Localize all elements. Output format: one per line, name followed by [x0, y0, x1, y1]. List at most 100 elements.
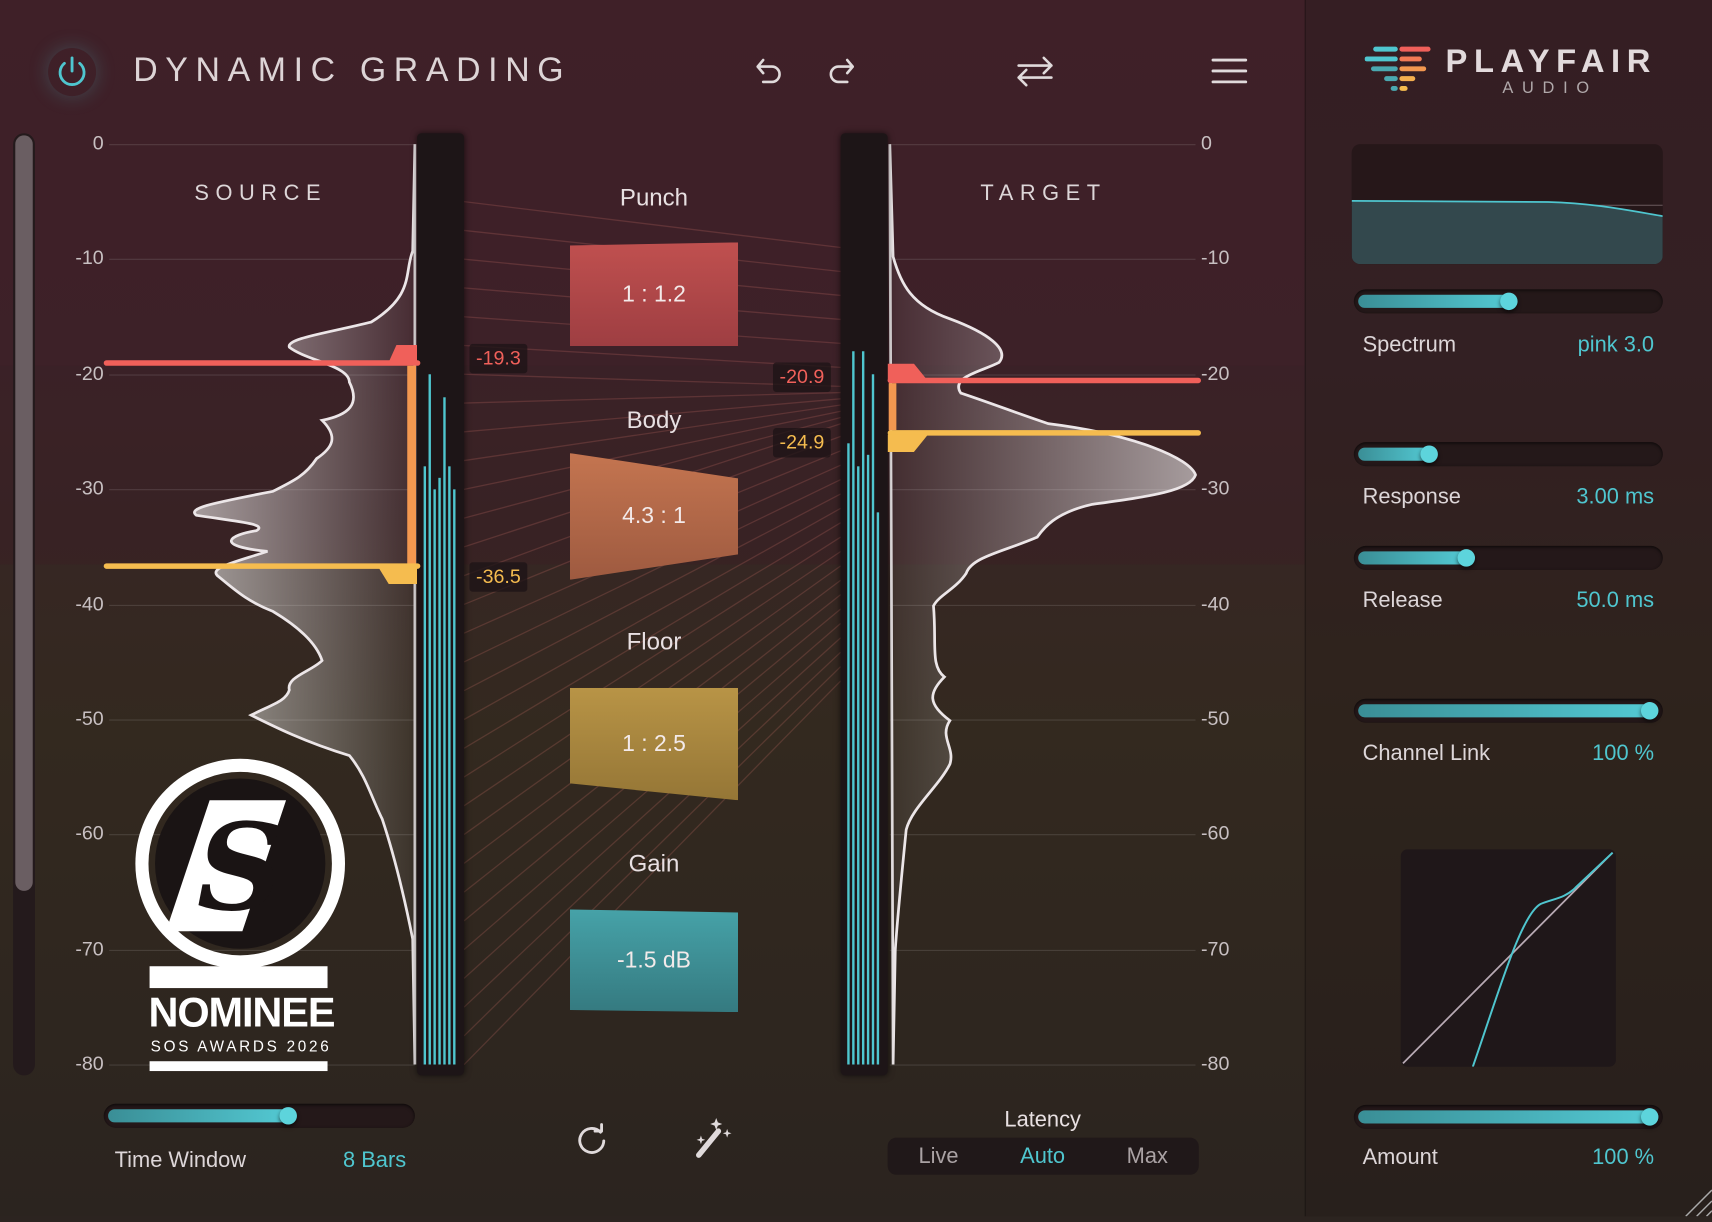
- gain-control[interactable]: -1.5 dB: [569, 909, 739, 1013]
- transfer-line: [463, 680, 842, 1066]
- swap-button[interactable]: [1011, 47, 1059, 95]
- source-scale-tick: 0: [92, 132, 104, 154]
- channel-link-slider[interactable]: [1353, 698, 1663, 723]
- source-floor-threshold-handle[interactable]: [103, 563, 421, 569]
- latency-option-live[interactable]: Live: [918, 1143, 959, 1168]
- channel-link-value[interactable]: 100 %: [1592, 741, 1655, 766]
- target-high-threshold-value[interactable]: -20.9: [772, 362, 831, 392]
- response-slider[interactable]: [1353, 442, 1663, 467]
- floor-ratio-control[interactable]: 1 : 2.5: [569, 687, 739, 801]
- meter-bar: [443, 397, 446, 1065]
- redo-button[interactable]: [817, 47, 865, 95]
- time-window-value[interactable]: 8 Bars: [343, 1148, 407, 1173]
- source-punch-threshold-handle[interactable]: [103, 360, 421, 366]
- target-level-meter: [840, 133, 888, 1076]
- transfer-line: [463, 522, 842, 749]
- vertical-scrollbar[interactable]: [13, 133, 35, 1076]
- spectrum-label: Spectrum: [1362, 332, 1457, 358]
- transfer-line: [463, 637, 842, 979]
- transfer-line: [463, 666, 842, 1037]
- floor-label: Floor: [626, 627, 682, 656]
- gain-label: Gain: [628, 849, 680, 877]
- amount-label: Amount: [1362, 1145, 1438, 1170]
- channel-link-label: Channel Link: [1362, 741, 1491, 766]
- target-scale-tick: -20: [1200, 362, 1230, 385]
- transfer-line: [463, 404, 841, 462]
- target-scale-tick: -30: [1200, 477, 1230, 500]
- body-ratio-control[interactable]: 4.3 : 1: [569, 453, 739, 580]
- target-density-curve: [888, 144, 1197, 1065]
- source-level-meter: [417, 133, 465, 1076]
- target-scale-tick: -80: [1200, 1052, 1230, 1075]
- transfer-line: [463, 410, 841, 490]
- power-icon: [58, 56, 86, 86]
- target-body-range: [888, 383, 897, 431]
- target-low-threshold-value[interactable]: -24.9: [772, 427, 831, 458]
- plugin-title: DYNAMIC GRADING: [133, 50, 572, 89]
- source-grid-line: [109, 489, 415, 491]
- amount-slider[interactable]: [1353, 1104, 1663, 1129]
- swap-icon: [1017, 56, 1053, 87]
- source-low-threshold-value[interactable]: -36.5: [469, 562, 528, 592]
- source-grid-line: [109, 949, 415, 951]
- source-scale-tick: -20: [75, 362, 104, 385]
- resize-handle[interactable]: [1681, 1185, 1712, 1217]
- source-high-threshold-value[interactable]: -19.3: [469, 343, 528, 374]
- logo-sub: AUDIO: [1502, 78, 1598, 98]
- latency-selector[interactable]: Live Auto Max: [887, 1137, 1199, 1175]
- threshold-tab: [376, 564, 418, 585]
- meter-bar: [433, 489, 436, 1065]
- source-grid-line: [109, 144, 415, 146]
- logo-mark-icon: [1364, 46, 1431, 91]
- time-window-slider[interactable]: [103, 1103, 415, 1128]
- release-slider[interactable]: [1353, 545, 1663, 570]
- body-label: Body: [626, 406, 682, 434]
- target-punch-threshold-handle[interactable]: [887, 377, 1201, 384]
- target-grid-line: [889, 144, 1196, 146]
- spectrum-display: [1351, 144, 1663, 265]
- meter-bar: [453, 489, 456, 1065]
- source-density-curve: [193, 144, 417, 1065]
- target-scale-tick: -70: [1200, 937, 1230, 960]
- source-scale-tick: -30: [75, 477, 104, 500]
- meter-bar: [871, 374, 875, 1065]
- latency-option-auto[interactable]: Auto: [1020, 1143, 1066, 1168]
- time-window-label: Time Window: [114, 1148, 247, 1173]
- meter-bar: [857, 466, 860, 1065]
- latency-option-max[interactable]: Max: [1126, 1143, 1168, 1168]
- sos-nominee-badge: S NOMINEE SOS AWARDS 2026: [133, 757, 347, 1074]
- undo-button[interactable]: [746, 47, 794, 95]
- power-button[interactable]: [48, 48, 96, 96]
- spectrum-value[interactable]: pink 3.0: [1577, 332, 1655, 358]
- source-grid-line: [109, 374, 415, 376]
- target-grid-line: [889, 604, 1196, 606]
- source-scale-tick: -60: [75, 822, 104, 845]
- menu-button[interactable]: [1205, 47, 1253, 95]
- transfer-line: [463, 398, 841, 433]
- transfer-line: [463, 201, 841, 249]
- auto-set-button[interactable]: [688, 1114, 736, 1162]
- transfer-line: [463, 651, 842, 1008]
- target-scale-tick: -40: [1200, 592, 1230, 615]
- menu-icon: [1211, 58, 1248, 84]
- source-grid-line: [109, 259, 415, 261]
- amount-value[interactable]: 100 %: [1592, 1145, 1655, 1170]
- scrollbar-thumb[interactable]: [15, 135, 33, 891]
- spectrum-slider[interactable]: [1353, 289, 1663, 314]
- playfair-logo: PLAYFAIR AUDIO: [1364, 44, 1650, 102]
- reset-button[interactable]: [568, 1116, 616, 1164]
- target-scale-tick: 0: [1200, 132, 1212, 154]
- meter-bar: [438, 477, 441, 1065]
- punch-ratio-control[interactable]: 1 : 1.2: [569, 242, 739, 347]
- source-scale-tick: -50: [75, 707, 104, 730]
- release-value[interactable]: 50.0 ms: [1576, 588, 1655, 613]
- svg-text:S: S: [197, 797, 284, 938]
- source-body-range: [407, 365, 416, 565]
- meter-bar: [876, 512, 880, 1065]
- response-value[interactable]: 3.00 ms: [1576, 484, 1655, 509]
- body-ratio-value: 4.3 : 1: [622, 503, 686, 529]
- target-floor-threshold-handle[interactable]: [887, 430, 1201, 436]
- meter-bar: [852, 351, 855, 1065]
- undo-icon: [756, 58, 781, 84]
